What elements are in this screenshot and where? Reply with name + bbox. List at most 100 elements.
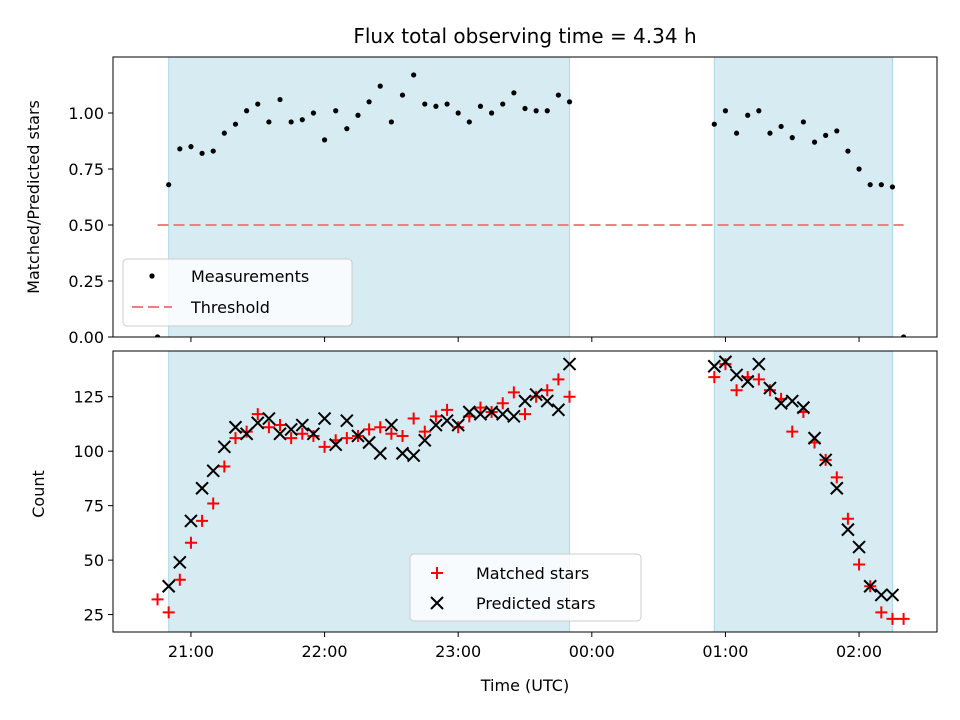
- legend-matched-marker: [431, 567, 443, 579]
- predicted-star-point: [540, 394, 554, 408]
- matched-star-point: [374, 421, 387, 434]
- predicted-star-point: [228, 420, 243, 434]
- predicted-star-point: [161, 579, 176, 593]
- predicted-star-point: [507, 409, 521, 424]
- axes-frame: [112, 350, 938, 633]
- legend-measurements-marker: [149, 273, 155, 279]
- legend: Measurements Threshold: [122, 258, 353, 327]
- predicted-star-point: [284, 422, 298, 437]
- matched-star-point: [897, 612, 910, 625]
- predicted-star-point: [306, 427, 321, 441]
- x-axis-label: Time (UTC): [480, 676, 569, 695]
- predicted-star-point: [340, 413, 354, 428]
- predicted-star-point: [729, 368, 744, 382]
- predicted-star-point: [852, 540, 866, 554]
- matched-star-point: [318, 440, 331, 453]
- matched-star-point: [552, 373, 565, 386]
- legend-box: [409, 553, 642, 622]
- matched-star-point: [441, 403, 454, 416]
- predicted-star-point: [740, 374, 755, 389]
- y-tick-label: 0.50: [68, 216, 104, 235]
- matched-star-point: [184, 536, 197, 549]
- predicted-star-point: [440, 413, 454, 428]
- measurement-point: [711, 121, 717, 127]
- matched-star-point: [385, 427, 398, 440]
- y-tick-label: 100: [73, 442, 104, 461]
- axes-frame: [112, 56, 938, 338]
- measurement-point: [867, 182, 873, 188]
- predicted-star-point: [173, 555, 187, 570]
- matched-star-point: [229, 432, 242, 445]
- measurement-point: [522, 105, 528, 112]
- predicted-star-point: [807, 431, 822, 445]
- predicted-star-point: [462, 405, 477, 419]
- measurement-point: [488, 110, 495, 116]
- predicted-star-point: [718, 355, 733, 369]
- measurement-point: [177, 146, 183, 152]
- y-tick-label: 125: [73, 388, 104, 407]
- predicted-star-point: [551, 403, 566, 417]
- matched-star-point: [396, 429, 409, 442]
- x-tick-label: 22:00: [302, 642, 348, 661]
- measurement-point: [745, 112, 751, 118]
- predicted-star-point: [239, 427, 254, 441]
- measurement-point: [154, 334, 161, 337]
- predicted-star-point: [496, 407, 510, 421]
- measurement-point: [310, 110, 317, 116]
- measurement-point: [800, 119, 806, 125]
- y-tick-label: 1.00: [68, 104, 104, 123]
- measurement-point: [566, 99, 573, 105]
- matched-star-point: [841, 512, 854, 525]
- legend-predicted-label: Predicted stars: [476, 594, 596, 613]
- predicted-star-point: [273, 427, 287, 441]
- measurement-point: [321, 137, 328, 143]
- measurement-point: [299, 117, 305, 123]
- bottom-panel: 25 50 75 100 125 21:00 22:00 23:00 00:00 01:00 02:…: [73, 350, 938, 661]
- chart-title: Flux total observing time = 4.34 h: [353, 24, 696, 48]
- predicted-star-point: [518, 394, 532, 408]
- x-tick-label: 01:00: [702, 642, 748, 661]
- measurement-point: [244, 108, 250, 114]
- measurement-point: [733, 130, 740, 136]
- predicted-star-point: [785, 394, 799, 408]
- legend-box: [122, 258, 353, 327]
- matched-star-point: [830, 471, 843, 484]
- matched-star-point: [407, 412, 420, 425]
- measurement-point: [210, 148, 216, 154]
- predicted-star-point: [763, 381, 777, 395]
- legend-matched-label: Matched stars: [476, 564, 589, 583]
- predicted-star-point: [295, 418, 310, 432]
- measurement-point: [466, 119, 472, 125]
- plot-area: [154, 72, 907, 337]
- matched-star-point: [763, 384, 776, 397]
- predicted-star-point: [707, 359, 722, 373]
- measurement-point: [333, 108, 339, 114]
- measurement-point: [255, 101, 261, 107]
- measurement-point: [199, 150, 205, 156]
- matched-star-point: [207, 497, 220, 510]
- predicted-star-point: [818, 453, 833, 467]
- measurement-point: [277, 96, 283, 103]
- y-axis-label-top: Matched/Predicted stars: [24, 100, 43, 294]
- measurement-point: [355, 112, 361, 118]
- measurement-point: [722, 108, 729, 114]
- measurement-point: [900, 334, 907, 337]
- measurement-point: [444, 101, 450, 107]
- legend-predicted-marker: [430, 596, 444, 610]
- predicted-star-point: [529, 387, 543, 402]
- matched-star-point: [307, 429, 320, 442]
- shaded-interval-1: [713, 56, 893, 338]
- series-x: [161, 355, 900, 602]
- matched-star-point: [240, 425, 253, 438]
- measurement-point: [455, 110, 461, 116]
- matched-star-point: [853, 558, 866, 571]
- predicted-star-point: [317, 411, 332, 426]
- measurement-point: [188, 144, 194, 150]
- y-tick-label: 0.75: [68, 160, 104, 179]
- predicted-star-point: [796, 400, 811, 415]
- series-point: [154, 72, 907, 337]
- measurement-point: [834, 128, 840, 134]
- measurement-point: [221, 130, 227, 136]
- matched-star-point: [541, 384, 554, 397]
- measurement-point: [422, 101, 428, 107]
